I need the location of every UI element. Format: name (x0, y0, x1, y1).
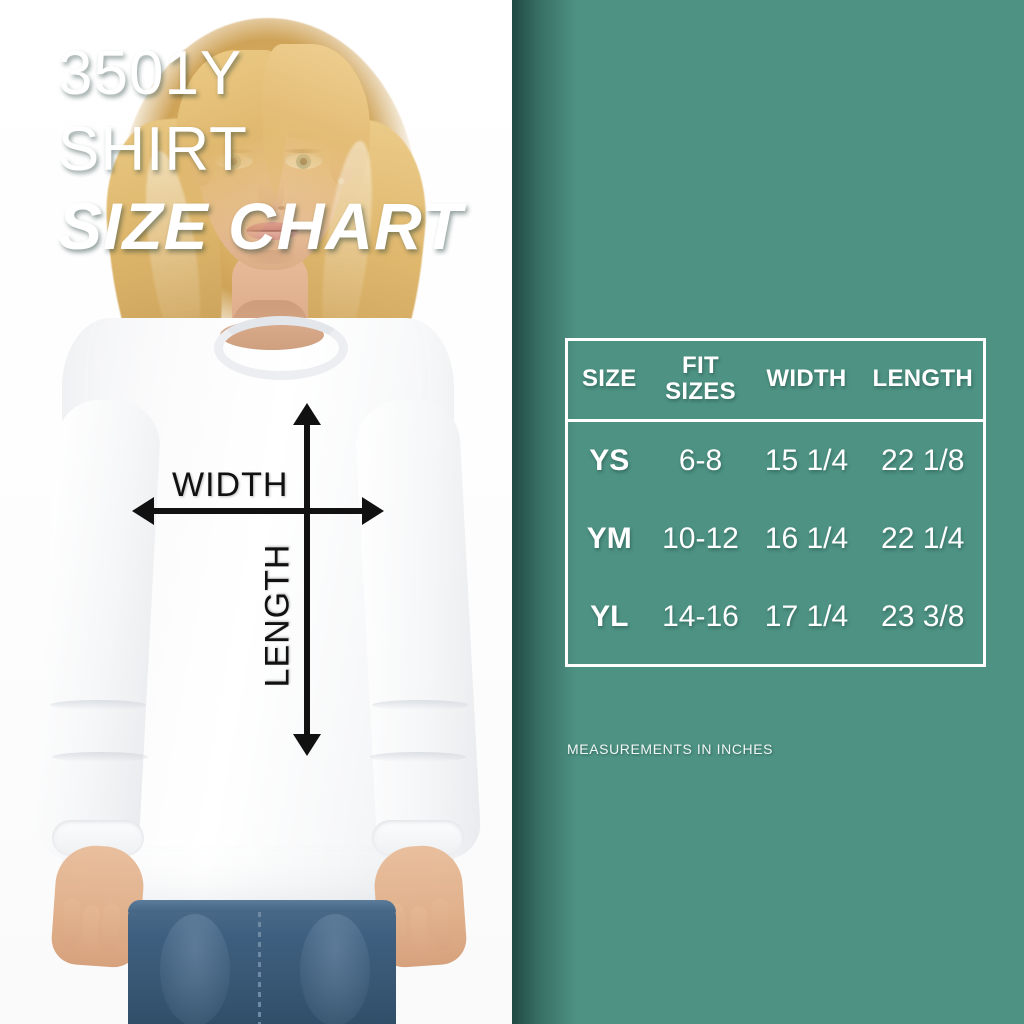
model-lip-line (246, 230, 298, 232)
model-jeans-waistband (128, 900, 396, 912)
table-header-row: SIZE FIT SIZES WIDTH LENGTH (566, 339, 985, 422)
style-number-title: 3501Y (58, 39, 243, 108)
column-header-size: SIZE (566, 339, 651, 422)
cell-fit-sizes: 6-8 (678, 444, 723, 477)
table-header: SIZE FIT SIZES WIDTH LENGTH (566, 339, 985, 422)
garment-title: SHIRT (58, 115, 248, 184)
cell-width: 17 1/4 (764, 600, 849, 633)
fit-sizes-line-1: FIT (682, 352, 719, 379)
fit-sizes-line-2: SIZES (665, 378, 736, 405)
length-arrow-head-bottom (293, 734, 321, 756)
cell-size: YS (589, 444, 630, 477)
cell-length: 22 1/8 (881, 444, 965, 477)
model-jeans-wash-left (160, 914, 230, 1024)
size-chart-table: SIZE FIT SIZES WIDTH LENGTH YS 6-8 15 1/… (565, 338, 986, 667)
cell-length: 22 1/4 (881, 522, 965, 555)
shirt-sleeve-fold-right-1 (372, 700, 468, 710)
width-arrow-head-right (362, 497, 384, 525)
shirt-sleeve-fold-right-2 (370, 752, 466, 762)
model-hair-front-right (262, 44, 370, 229)
cell-size: YM (586, 522, 632, 555)
width-label: WIDTH (172, 466, 289, 504)
length-arrow-head-top (293, 403, 321, 425)
column-header-fit-sizes: FIT SIZES (650, 339, 751, 422)
cell-width: 16 1/4 (764, 522, 849, 555)
shirt-sleeve-fold-left-2 (52, 752, 148, 762)
shirt-sleeve-fold-left-1 (50, 700, 146, 710)
table-body: YS 6-8 15 1/4 22 1/8 YM 10-12 16 1/4 22 … (567, 421, 985, 666)
column-header-width: WIDTH (750, 339, 863, 422)
table-row: YL 14-16 17 1/4 23 3/8 (567, 578, 985, 666)
title-block: 3501Y SHIRT SIZE CHART (58, 36, 488, 264)
model-jeans (128, 900, 396, 1024)
length-arrow-line (304, 415, 310, 745)
width-arrow-head-left (132, 497, 154, 525)
cell-fit-sizes: 10-12 (662, 522, 739, 555)
model-chin-shadow (248, 250, 296, 264)
measurement-diagram: WIDTH LENGTH (132, 403, 384, 756)
model-jeans-seam (258, 912, 261, 1024)
table-row: YS 6-8 15 1/4 22 1/8 (567, 421, 985, 501)
cell-fit-sizes: 14-16 (662, 600, 739, 633)
model-photo-panel: WIDTH LENGTH (0, 0, 512, 1024)
cell-width: 15 1/4 (764, 444, 849, 477)
length-label: LENGTH (258, 543, 297, 688)
page-title: SIZE CHART (58, 189, 463, 263)
cell-length: 23 3/8 (881, 600, 965, 633)
model-jeans-wash-right (300, 914, 370, 1024)
shirt-collar (214, 316, 348, 380)
table-row: YM 10-12 16 1/4 22 1/4 (567, 500, 985, 578)
column-header-length: LENGTH (862, 339, 985, 422)
cell-size: YL (590, 600, 629, 633)
measurement-units-note: MEASUREMENTS IN INCHES (567, 741, 774, 757)
width-arrow-line (140, 508, 372, 514)
